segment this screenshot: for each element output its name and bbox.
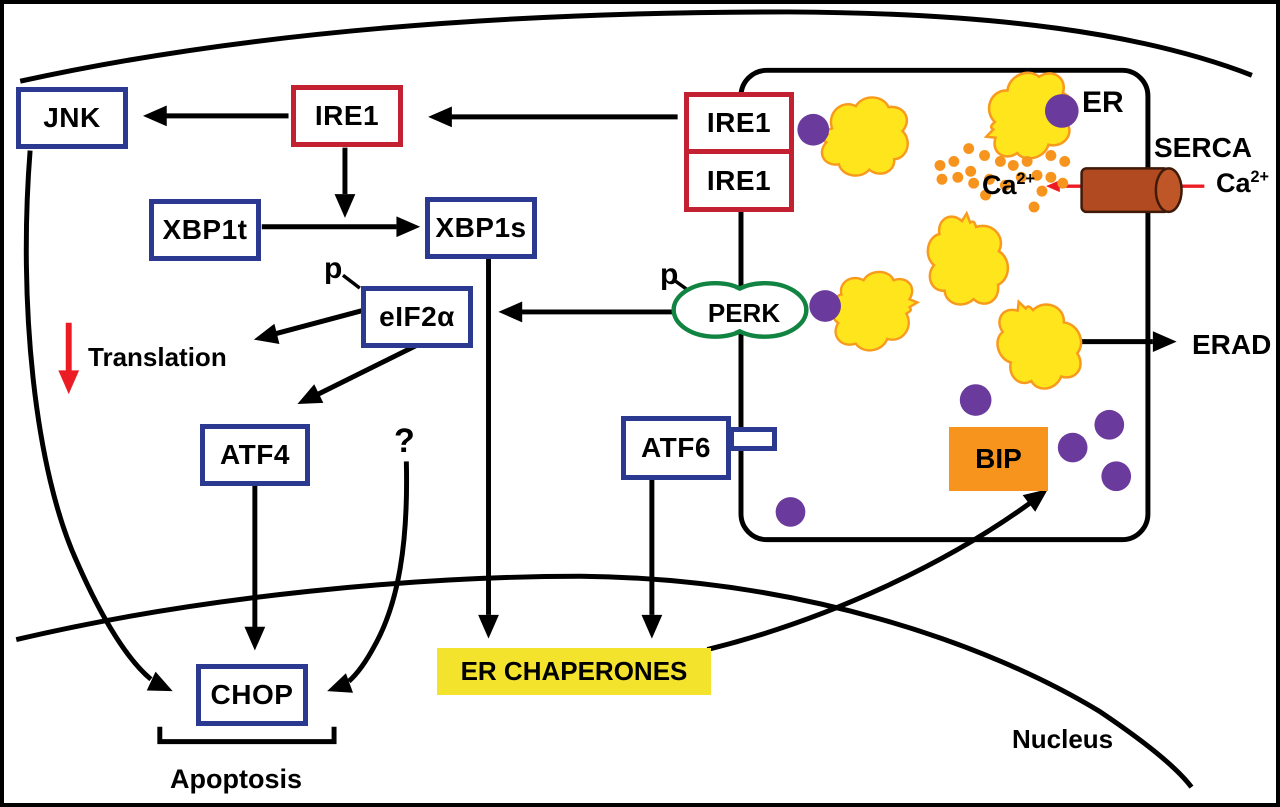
chop-label: CHOP bbox=[210, 679, 294, 710]
cell-membrane-curve bbox=[19, 9, 1253, 84]
diagram-graphics bbox=[15, 9, 1253, 789]
p-line-eif2a bbox=[341, 273, 361, 290]
protein-blob bbox=[926, 210, 1010, 306]
question-mark-label: ? bbox=[394, 422, 415, 460]
misfolded-protein-blobs bbox=[816, 71, 1083, 390]
serca-label: SERCA bbox=[1154, 132, 1253, 163]
unknown-to-chop-arrowhead bbox=[323, 673, 354, 701]
eif2a-to-atf4-arrowhead bbox=[292, 384, 324, 414]
xbp1t-label: XBP1t bbox=[162, 214, 248, 245]
xbp1t-box: XBP1t bbox=[149, 199, 261, 261]
er-chaperones-box: ER CHAPERONES bbox=[437, 648, 711, 695]
eif2a-label: eIF2α bbox=[379, 301, 455, 332]
p-perk-label: p bbox=[660, 258, 679, 291]
xbp1t-to-xbp1s-arrowhead bbox=[396, 216, 421, 238]
ca-lumen-base: Ca bbox=[982, 170, 1017, 200]
atf4-to-chop-arrowhead bbox=[244, 626, 266, 651]
chop-box: CHOP bbox=[196, 664, 308, 726]
xbp1s-box: XBP1s bbox=[425, 197, 537, 259]
ca-cyto-label: Ca2+ bbox=[1216, 168, 1269, 199]
ire1-down-arrowhead bbox=[334, 194, 356, 218]
er-label: ER bbox=[1082, 86, 1124, 119]
ire1-er-bottom-label: IRE1 bbox=[706, 164, 772, 196]
ca-cyto-base: Ca bbox=[1216, 168, 1251, 198]
erad-label: ERAD bbox=[1192, 329, 1272, 360]
perk-label: PERK bbox=[698, 291, 790, 335]
translation-down-arrowhead bbox=[58, 370, 80, 395]
atf6-label: ATF6 bbox=[641, 432, 711, 463]
calcium-dots bbox=[934, 143, 1071, 213]
xbp1s-to-chaperones-arrowhead bbox=[478, 614, 499, 639]
ire1-cyto-box: IRE1 bbox=[291, 85, 403, 147]
erad-arrowhead bbox=[1152, 331, 1177, 353]
ire1er-to-ire1-arrowhead bbox=[428, 106, 452, 128]
p-eif2a-label: p bbox=[324, 252, 343, 285]
atf4-box: ATF4 bbox=[200, 424, 310, 486]
jnk-to-chop-arrow bbox=[23, 150, 153, 682]
ire1-er-top-box: IRE1 bbox=[684, 92, 794, 154]
protein-blob bbox=[829, 270, 921, 352]
bip-label: BIP bbox=[975, 443, 1022, 474]
perk-text: PERK bbox=[707, 297, 781, 328]
atf6-membrane-tab bbox=[729, 427, 777, 451]
ca-lumen-label: Ca2+ bbox=[982, 170, 1035, 201]
perk-shape bbox=[671, 280, 809, 339]
jnk-box: JNK bbox=[16, 87, 128, 149]
bip-box: BIP bbox=[949, 427, 1048, 491]
atf6-to-chaperones-arrowhead bbox=[641, 614, 663, 639]
apoptosis-label: Apoptosis bbox=[170, 764, 302, 794]
chaperones-to-bip-arrow bbox=[706, 501, 1032, 652]
ca-cyto-sup: 2+ bbox=[1250, 168, 1269, 186]
protein-blob bbox=[816, 96, 909, 177]
apoptosis-bracket bbox=[157, 726, 337, 745]
eif2a-to-atf4-arrow bbox=[317, 343, 418, 397]
er-chaperones-label: ER CHAPERONES bbox=[460, 656, 688, 686]
ire1-cyto-label: IRE1 bbox=[314, 100, 380, 131]
translation-label: Translation bbox=[88, 342, 227, 372]
perk-to-eif2a-arrowhead bbox=[498, 301, 523, 323]
ire1-er-top-label: IRE1 bbox=[706, 107, 772, 138]
jnk-label: JNK bbox=[43, 102, 101, 133]
atf4-label: ATF4 bbox=[220, 439, 290, 470]
atf6-box: ATF6 bbox=[621, 416, 731, 480]
serca-pump bbox=[1080, 167, 1183, 214]
unknown-to-chop-arrow bbox=[347, 461, 410, 684]
ca-lumen-sup: 2+ bbox=[1016, 170, 1035, 188]
eif2a-to-translation-arrowhead bbox=[251, 323, 280, 350]
protein-blob bbox=[996, 299, 1083, 390]
jnk-to-chop-arrowhead bbox=[146, 671, 178, 701]
ire1-to-jnk-arrowhead bbox=[142, 105, 167, 127]
nucleus-label: Nucleus bbox=[1012, 724, 1114, 754]
xbp1s-label: XBP1s bbox=[435, 212, 527, 243]
ire1-er-bottom-box: IRE1 bbox=[684, 149, 794, 212]
purple-protein-dots bbox=[775, 94, 1132, 527]
eif2a-to-translation-arrow bbox=[275, 307, 366, 337]
eif2a-box: eIF2α bbox=[361, 286, 473, 348]
